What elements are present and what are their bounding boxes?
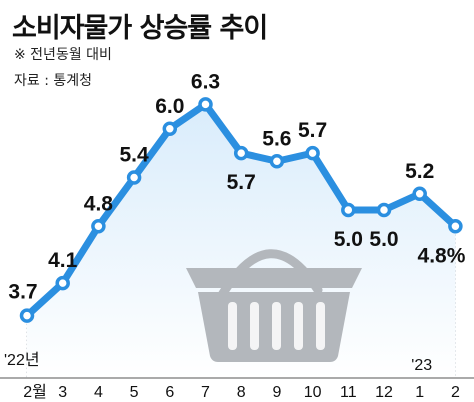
data-label: 5.2 [405,160,434,183]
basket-slot [316,302,325,350]
x-tick-label: 10 [304,384,322,401]
chart-header: 소비자물가 상승률 추이 ※ 전년동월 대비 자료 : 통계청 [0,0,474,96]
data-label: 5.0 [369,228,398,251]
data-point [448,219,463,234]
x-tick-label: 9 [272,384,281,401]
x-tick-label: 5 [130,384,139,401]
data-point [341,202,356,218]
x-tick-label: 4 [94,384,103,401]
x-tick-label: 11 [340,384,357,401]
data-point [19,308,35,323]
chart-note-source: 자료 : 통계청 [14,73,93,89]
basket-rim [186,268,362,288]
x-tick-label: 8 [237,384,246,401]
data-point [55,275,70,291]
x-axis-ticks: 2월 3 4 5 6 7 8 9 10 11 12 1 2'22년 '23 [4,351,460,401]
chart-title: 소비자물가 상승률 추이 [12,13,268,44]
basket-slot [272,302,281,350]
x-tick-label: 2월 [23,383,47,401]
data-point [91,219,106,234]
x-tick-label: 1 [415,384,424,401]
data-point [376,202,392,218]
data-label: 5.7 [227,171,256,194]
chart-note-basis: ※ 전년동월 대비 [14,47,112,63]
basket-slot [294,302,303,350]
data-label: 5.6 [262,127,291,150]
area-fill [27,104,456,378]
data-label: 6.0 [155,95,184,118]
data-label: 5.7 [298,119,327,142]
data-label: 5.0 [334,228,363,251]
x-tick-label: 3 [58,384,67,401]
data-point [198,97,213,112]
x-tick-label: 12 [375,384,393,401]
data-point [269,154,285,169]
year-label-2022: '22년 [4,351,40,369]
x-tick-label: 6 [165,384,174,401]
x-tick-label: 2 [451,384,460,401]
data-point [412,186,427,201]
data-label: 4.1 [48,249,78,272]
basket-slot [228,302,237,350]
data-point [162,121,178,136]
year-label-2023: '23 [411,357,432,374]
data-markers [19,97,463,323]
data-label: 3.7 [8,281,37,304]
x-tick-label: 7 [201,384,210,401]
data-label: 4.8% [418,244,466,267]
data-point [233,145,249,161]
basket-slot [250,302,259,350]
shopping-basket-icon [186,249,362,362]
data-label: 4.8 [84,192,114,215]
data-point [126,170,142,185]
data-label: 5.4 [119,144,149,167]
data-label: 6.3 [191,70,220,93]
data-labels: 3.7 4.1 4.8 5.4 6.0 6.3 5.7 5.6 5.7 5.0 5.0 5.2 4.8% [8,70,465,303]
data-point [305,145,320,161]
